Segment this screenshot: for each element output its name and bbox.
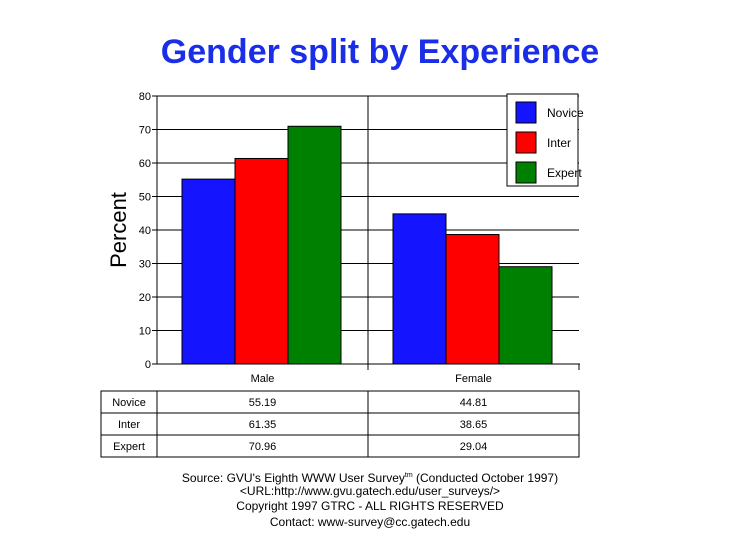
legend-swatch — [515, 101, 537, 124]
table-cell: 70.96 — [249, 441, 277, 453]
legend-label: Inter — [547, 136, 571, 150]
footer-source-text: Source: GVU's Eighth WWW User Survey — [182, 471, 405, 485]
data-table: Novice 55.19 44.81 Inter 61.35 38.65 Expert 70.… — [100, 390, 580, 458]
bar-inter-female — [445, 234, 500, 365]
category-labels: Male Female — [251, 373, 492, 385]
legend: Novice Inter Expert — [506, 93, 584, 187]
category-label: Female — [455, 373, 492, 385]
table-row-label: Novice — [112, 397, 146, 409]
bars-group — [181, 125, 553, 365]
legend-label: Expert — [547, 166, 582, 180]
bar-novice-male — [181, 178, 236, 365]
bar-inter-male — [234, 157, 289, 365]
footer-source-sup: tm — [405, 472, 413, 479]
footer-url: <URL:http://www.gvu.gatech.edu/user_surv… — [240, 484, 500, 498]
table-border — [100, 390, 580, 458]
table-cell: 38.65 — [460, 419, 488, 431]
table-cell: 61.35 — [249, 419, 277, 431]
chart-title: Gender split by Experience — [161, 33, 599, 71]
table-cell: 29.04 — [460, 441, 488, 453]
bar-novice-female — [392, 213, 447, 365]
y-axis-label: Percent — [106, 192, 131, 268]
y-tick-label: 10 — [139, 326, 151, 338]
legend-swatch — [515, 161, 537, 184]
footer-source: Source: GVU's Eighth WWW User Surveytm (… — [182, 471, 558, 485]
table-row-label: Expert — [113, 441, 145, 453]
y-tick-label: 70 — [139, 125, 151, 137]
y-tick-label: 0 — [145, 359, 151, 371]
footer: Source: GVU's Eighth WWW User Surveytm (… — [182, 471, 558, 529]
y-tick-label: 60 — [139, 158, 151, 170]
category-label: Male — [251, 373, 275, 385]
table-cell: 55.19 — [249, 397, 277, 409]
table-row-label: Inter — [118, 419, 140, 431]
y-axis-ticks: 0 10 20 30 40 50 60 70 80 — [139, 91, 157, 371]
y-tick-label: 80 — [139, 91, 151, 103]
y-tick-label: 20 — [139, 292, 151, 304]
legend-swatch — [515, 131, 537, 154]
y-tick-label: 40 — [139, 225, 151, 237]
legend-label: Novice — [547, 106, 584, 120]
footer-copyright: Copyright 1997 GTRC - ALL RIGHTS RESERVE… — [236, 499, 504, 513]
footer-source-tail: (Conducted October 1997) — [413, 471, 558, 485]
bar-expert-male — [287, 125, 342, 365]
y-tick-label: 30 — [139, 259, 151, 271]
bar-expert-female — [498, 266, 553, 365]
table-cell: 44.81 — [460, 397, 488, 409]
y-tick-label: 50 — [139, 192, 151, 204]
footer-contact: Contact: www-survey@cc.gatech.edu — [270, 515, 470, 529]
